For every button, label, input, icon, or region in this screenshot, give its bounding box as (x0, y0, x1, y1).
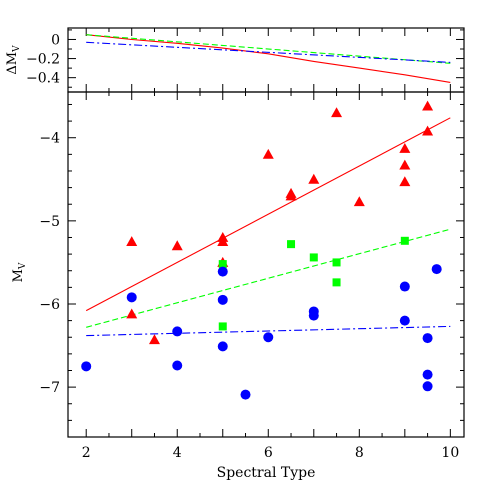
bottom-y-axis-label: MV (11, 262, 28, 282)
circle-point (126, 292, 137, 303)
y-tick-label: −5 (39, 214, 60, 230)
top-y-axis-label: ΔMV (5, 45, 22, 75)
y-tick-label: −6 (39, 297, 60, 313)
square-point (287, 240, 296, 249)
bottom-data-points (81, 100, 442, 400)
square-point (332, 278, 341, 287)
triangle-point (126, 308, 138, 319)
circle-point (308, 310, 319, 321)
y-tick-label: −0.2 (26, 52, 60, 68)
triangle-point (217, 236, 229, 247)
y-tick-label: −7 (39, 380, 60, 396)
circle-point (431, 264, 442, 275)
fit-solid-line (85, 117, 451, 312)
circle-point (81, 361, 92, 372)
circle-point (399, 315, 410, 326)
square-point (400, 236, 409, 245)
top-panel: 0 −0.2 −0.4 ΔMV (5, 27, 465, 93)
square-point (218, 322, 227, 331)
y-tick-label: 0 (51, 32, 60, 48)
square-point (218, 260, 227, 269)
circle-point (240, 389, 251, 400)
x-tick-label: 4 (173, 445, 182, 461)
bottom-plot-frame (67, 91, 465, 438)
triangle-point (422, 125, 434, 136)
x-tick-label: 8 (355, 445, 364, 461)
fit-dashed-line (86, 228, 451, 328)
bottom-fit-lines (85, 117, 451, 337)
triangle-point (399, 159, 411, 170)
triangle-point (353, 196, 365, 207)
triangle-point (399, 143, 411, 153)
triangle-point (331, 107, 343, 118)
triangle-point (148, 334, 160, 345)
circle-point (217, 294, 228, 305)
delta-mv-dashed-line (86, 34, 451, 64)
circle-point (422, 369, 433, 380)
fit-dashdot-line (86, 325, 451, 337)
delta-mv-solid-line (86, 34, 451, 83)
square-point (332, 258, 341, 267)
circle-point (422, 381, 433, 392)
circle-point (263, 332, 274, 343)
x-tick-label: 2 (82, 445, 91, 461)
circle-point (172, 326, 183, 337)
triangle-point (126, 236, 138, 247)
triangle-point (262, 148, 274, 159)
circle-point (217, 266, 228, 277)
y-tick-label: −4 (39, 131, 60, 147)
circle-point (172, 360, 183, 371)
square-point (309, 253, 318, 262)
triangle-point (399, 176, 411, 187)
x-tick-label: 10 (441, 445, 459, 461)
circle-point (217, 341, 228, 352)
triangle-point (422, 100, 434, 111)
triangle-point (171, 240, 183, 251)
x-axis-label: Spectral Type (217, 465, 316, 481)
y-tick-label: −0.4 (26, 71, 60, 87)
circle-point (422, 333, 433, 344)
bottom-panel: 2 4 6 8 10 −4 −5 −6 −7 MV Spectral Type (11, 91, 465, 481)
top-lines (86, 34, 451, 83)
triangle-point (308, 173, 320, 184)
delta-mv-dashdot-line (86, 41, 451, 63)
triangle-point (285, 190, 297, 201)
top-ticks: 0 −0.2 −0.4 (26, 28, 464, 92)
bottom-ticks: 2 4 6 8 10 −4 −5 −6 −7 (39, 92, 464, 461)
circle-point (399, 281, 410, 292)
x-tick-label: 6 (264, 445, 273, 461)
